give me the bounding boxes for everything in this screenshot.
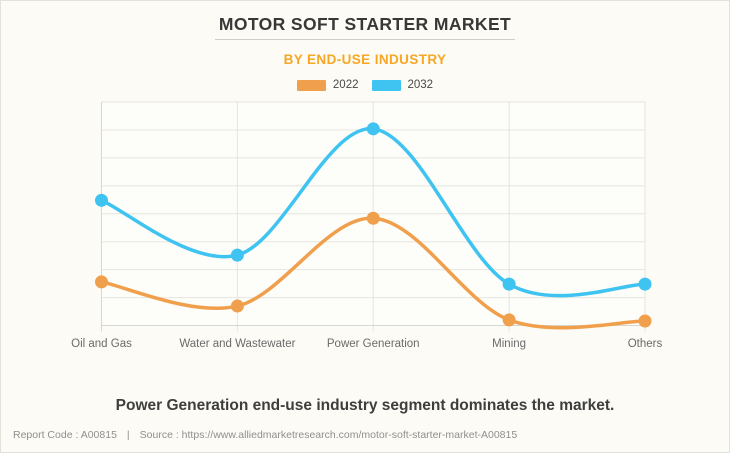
x-axis-label: Power Generation bbox=[326, 338, 420, 350]
x-axis-label: Others bbox=[627, 338, 663, 350]
chart-subtitle: BY END-USE INDUSTRY bbox=[283, 52, 447, 67]
report-code: Report Code : A00815 bbox=[13, 429, 117, 441]
data-point-2022 bbox=[230, 299, 244, 313]
x-axis-label: Mining bbox=[492, 338, 527, 350]
series-line-2032 bbox=[99, 127, 647, 298]
legend-item-2022[interactable]: 2022 bbox=[296, 79, 359, 91]
plot-area bbox=[101, 102, 645, 326]
data-point-2022 bbox=[95, 275, 108, 289]
data-point-2022 bbox=[366, 211, 380, 225]
legend-label-2022: 2022 bbox=[332, 79, 359, 91]
data-point-2022 bbox=[638, 314, 652, 328]
legend-item-2032[interactable]: 2032 bbox=[371, 79, 434, 91]
data-point-2032 bbox=[638, 277, 652, 291]
legend-swatch-2032 bbox=[371, 79, 401, 91]
x-axis-label: Oil and Gas bbox=[71, 338, 132, 350]
insight-statement: Power Generation end-use industry segmen… bbox=[115, 397, 615, 414]
legend-label-2032: 2032 bbox=[407, 79, 434, 91]
series-line-2022 bbox=[99, 216, 647, 330]
title-divider bbox=[215, 39, 515, 40]
legend: 2022 2032 bbox=[1, 79, 729, 91]
x-axis-label: Water and Wastewater bbox=[179, 338, 296, 350]
source-url: Source : https://www.alliedmarketresearc… bbox=[139, 429, 518, 441]
chart-title: MOTOR SOFT STARTER MARKET bbox=[218, 14, 512, 34]
data-point-2032 bbox=[95, 193, 108, 207]
data-point-2032 bbox=[230, 248, 244, 262]
legend-swatch-2022 bbox=[296, 79, 326, 91]
footer-separator: | bbox=[126, 429, 130, 441]
data-point-2032 bbox=[502, 277, 516, 291]
data-point-2032 bbox=[366, 122, 380, 136]
data-point-2022 bbox=[502, 313, 516, 327]
footer: Report Code : A00815 | Source : https://ww… bbox=[13, 429, 517, 441]
